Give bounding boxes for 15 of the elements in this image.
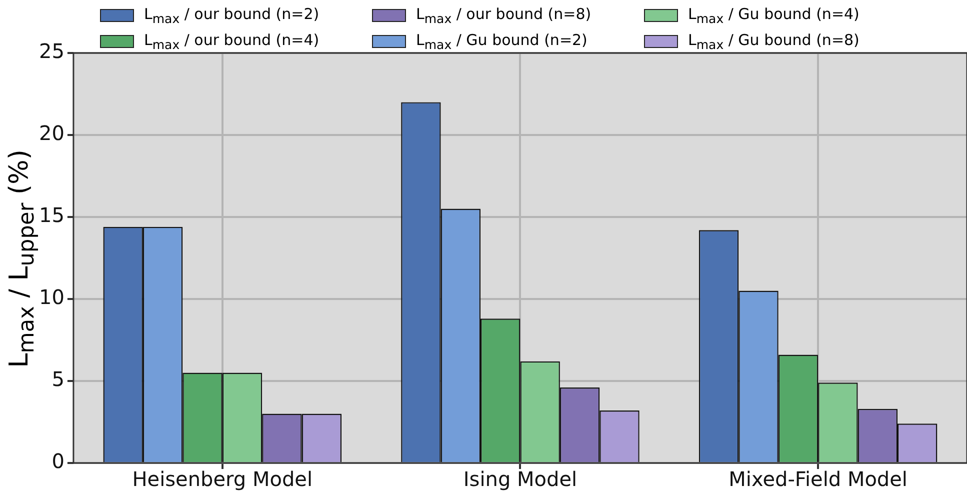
x-tick-label: Ising Model	[463, 467, 578, 492]
legend-label: L$_{max}$ / our bound (n=8)	[416, 4, 592, 26]
legend-label: L$_{max}$ / Gu bound (n=8)	[688, 30, 860, 52]
y-tick-label: 10	[38, 285, 64, 310]
legend-label: L$_{max}$ / Gu bound (n=2)	[416, 30, 588, 52]
y-tick-label: 5	[52, 367, 64, 392]
y-tick-label: 0	[52, 449, 64, 474]
y-tick-label: 15	[38, 203, 64, 228]
y-tick-label: 25	[38, 39, 64, 64]
legend-label: L$_{max}$ / our bound (n=4)	[144, 30, 320, 52]
legend-label: L$_{max}$ / our bound (n=2)	[144, 4, 320, 26]
legend-label: L$_{max}$ / Gu bound (n=4)	[688, 4, 860, 26]
x-tick-label: Heisenberg Model	[132, 467, 313, 492]
x-tick-label: Mixed-Field Model	[728, 467, 908, 492]
y-tick-label: 20	[38, 121, 64, 146]
